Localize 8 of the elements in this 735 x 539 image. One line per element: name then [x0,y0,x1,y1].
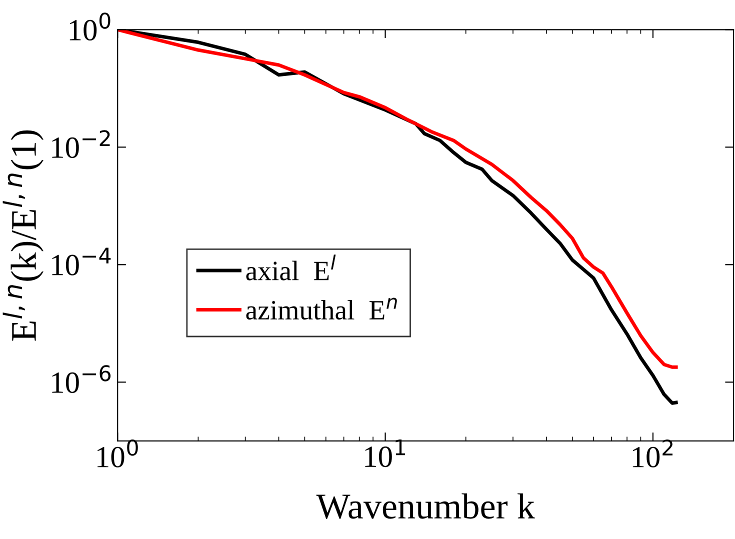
y-tick-label: 10$^{0}$ [70,12,110,41]
x-axis-title: Wavenumber k [316,493,535,519]
y-tick-label: 10$^{−6}$ [52,365,111,394]
legend-label: azimuthal E$^{n}$ [246,298,397,320]
y-axis-title: E$^{l,n}$(k)/E$^{l,n}$(1) [2,130,44,341]
legend-label: axial E$^{l}$ [246,254,336,280]
y-tick-label: 10$^{−4}$ [52,248,111,276]
y-tick-label: 10$^{−2}$ [52,130,110,158]
